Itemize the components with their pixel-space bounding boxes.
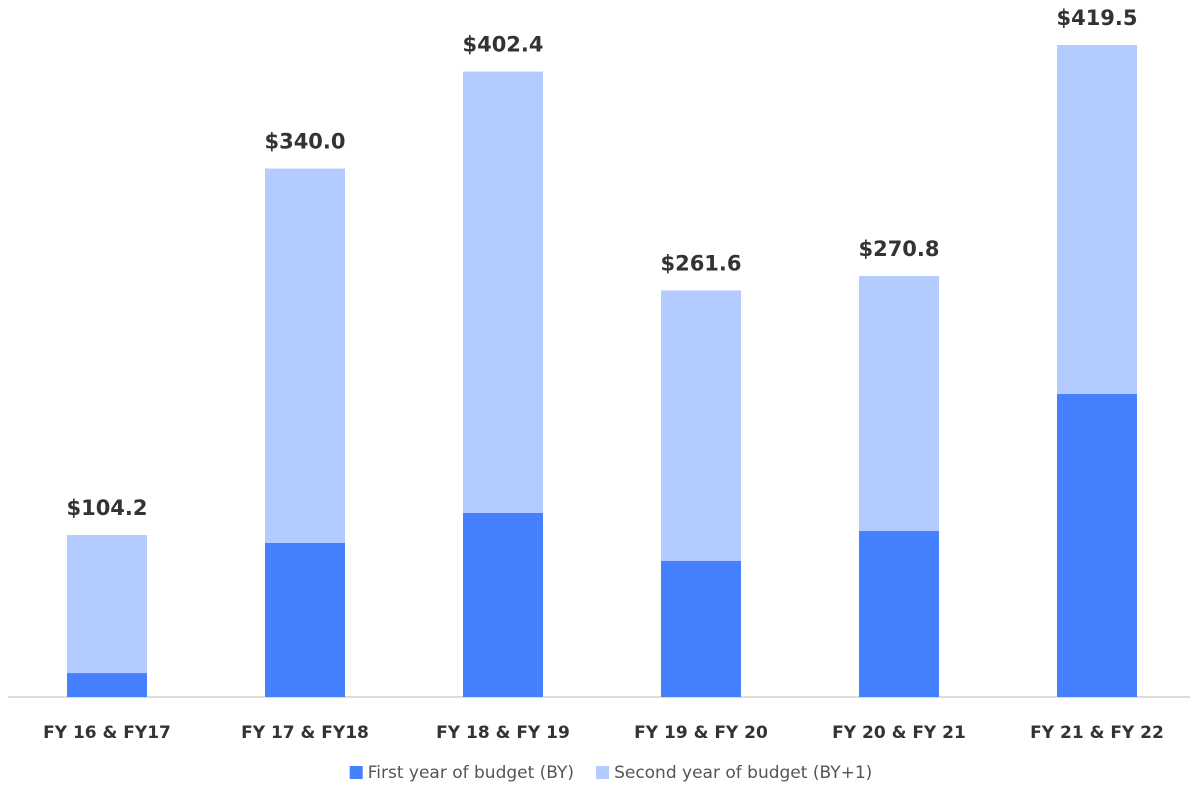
bar-segment [463,71,543,513]
x-tick-label: FY 19 & FY 20 [634,723,768,743]
bar-segment [67,535,147,674]
bar-segment [661,290,741,562]
bar-segment [1057,393,1137,697]
legend-label: Second year of budget (BY+1) [614,763,872,783]
bar-segment [67,673,147,697]
legend-label: First year of budget (BY) [368,763,574,783]
total-label: $419.5 [1056,6,1137,30]
bar-segment [265,168,345,543]
bar-segment [265,542,345,697]
legend-swatch [596,766,610,779]
total-label: $104.2 [66,496,147,520]
legend-swatch [349,766,363,779]
total-label: $402.4 [462,33,543,57]
total-label: $340.0 [264,130,345,154]
x-tick-label: FY 21 & FY 22 [1030,723,1164,743]
bar-segment [661,561,741,697]
total-label: $261.6 [660,251,741,275]
x-tick-label: FY 18 & FY 19 [436,723,570,743]
x-tick-label: FY 16 & FY17 [43,723,171,743]
x-tick-label: FY 20 & FY 21 [832,723,966,743]
total-label: $270.8 [858,237,939,261]
bar-segment [859,531,939,697]
bar-segment [463,512,543,697]
x-tick-label: FY 17 & FY18 [241,723,369,743]
bar-segment [1057,45,1137,394]
bar-segment [859,276,939,532]
